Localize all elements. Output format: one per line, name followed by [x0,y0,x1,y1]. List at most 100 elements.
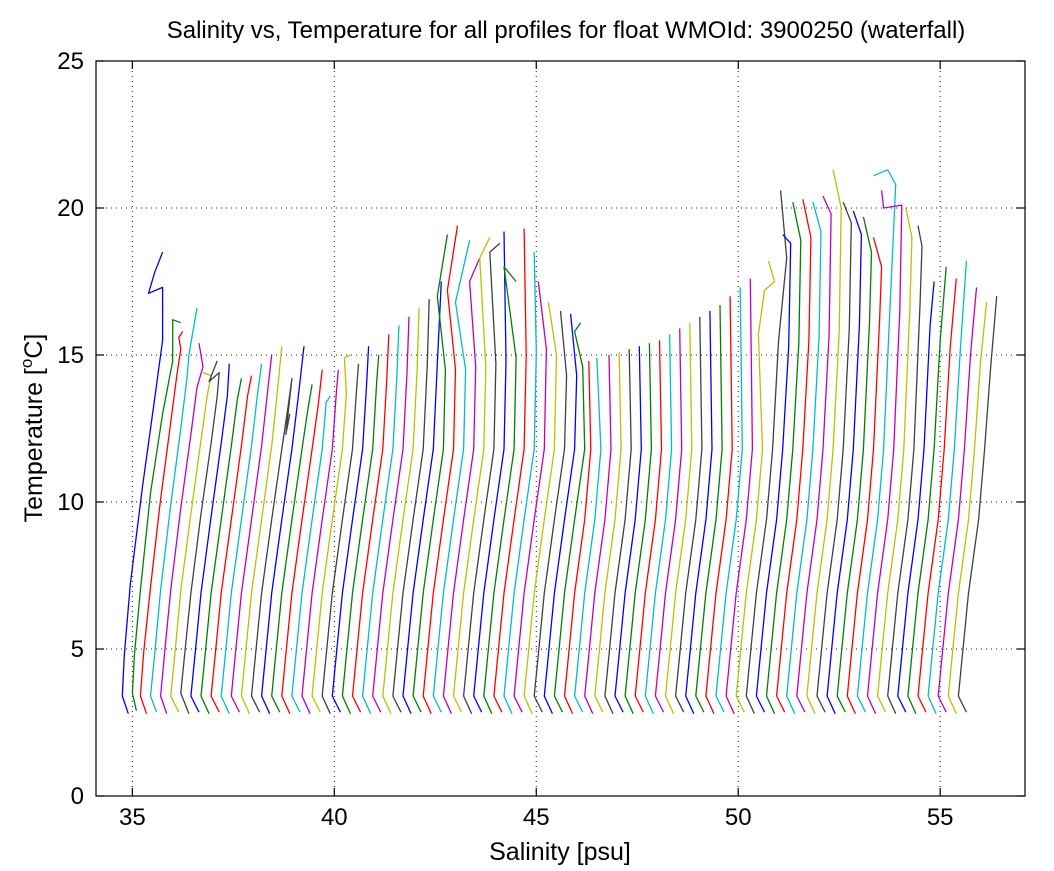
series-group [121,169,998,714]
profile-line-34 [452,237,491,713]
y-tick-label: 5 [71,636,84,663]
profile-line-40 [513,281,548,713]
profile-line-30 [412,234,449,713]
profile-line-83 [947,302,988,714]
profile-line-77 [887,225,923,714]
profile-line-20 [311,354,351,713]
profile-line-13 [240,346,283,714]
profile-line-70 [816,201,852,713]
profile-line-53 [644,334,673,714]
profile-line-10 [210,375,253,713]
profile-line-55 [664,322,693,714]
profile-line-37 [483,266,517,714]
profile-line-3 [139,331,184,714]
x-tick-label: 35 [119,804,146,831]
profile-line-7 [180,360,220,714]
profile-line-71 [826,210,863,714]
profile-line-22 [331,346,370,713]
x-tick-label: 40 [321,804,348,831]
axes [95,60,1026,797]
x-tick-label: 50 [725,804,752,831]
profile-line-76 [876,207,913,713]
y-tick-label: 25 [57,48,84,75]
profile-line-69 [806,169,842,714]
x-tick-label: 55 [927,804,954,831]
profile-line-75 [866,190,903,714]
profile-line-35 [462,242,501,714]
y-tick-label: 15 [57,342,84,369]
profile-line-33 [442,257,481,714]
profile-line-21 [321,363,360,714]
profile-line-27 [382,307,420,714]
profile-line-11 [220,363,263,714]
tick-labels: 35 40 45 50 55 0 5 10 15 20 25 [57,48,953,831]
profile-line-1 [121,251,164,714]
y-axis-label: Temperature [oC] [17,334,48,523]
profile-line-28 [392,299,430,713]
profile-line-29 [402,281,442,714]
y-tick-label: 10 [57,489,84,516]
x-axis-label: Salinity [psu] [489,838,631,866]
profile-line-56 [674,316,703,713]
profile-line-66 [775,199,812,713]
profile-line-63 [745,190,788,714]
profile-line-4 [149,307,198,713]
profile-line-6 [170,371,212,713]
y-axis-label-main: Temperature [ [20,368,48,522]
profile-line-84 [957,296,998,713]
profile-line-67 [786,201,822,714]
profile-line-58 [695,304,723,713]
profile-line-43 [543,313,578,714]
profile-line-64 [755,234,792,713]
profile-line-31 [422,225,459,714]
y-tick-label: 20 [57,195,84,222]
profile-line-15 [260,346,305,714]
profile-line-39 [503,252,537,714]
profile-line-45 [563,360,592,714]
profile-line-81 [927,260,968,714]
profile-line-14 [250,377,293,713]
y-axis-label-sup: o [17,359,36,368]
profile-line-2 [131,319,182,711]
profile-line-82 [937,287,978,713]
profile-line-60 [715,287,743,713]
profile-line-51 [624,343,653,714]
profile-line-23 [341,354,380,714]
profile-line-32 [432,240,471,713]
profile-line-80 [917,278,957,713]
profile-line-47 [584,354,612,714]
profile-line-12 [230,354,273,713]
profile-line-38 [493,228,527,713]
profile-line-61 [725,278,754,714]
profile-line-78 [897,281,935,713]
profile-line-48 [594,352,622,713]
profile-line-42 [533,310,568,713]
profile-line-41 [523,302,558,714]
profile-line-46 [573,357,602,713]
profile-line-8 [190,363,230,713]
profile-line-36 [473,231,507,713]
y-axis-label-end: C] [20,334,48,359]
profile-line-57 [685,310,713,714]
profile-line-44 [553,322,586,713]
plot-frame [95,60,1026,797]
profile-line-25 [361,325,400,714]
profile-line-54 [654,328,683,713]
profile-line-5 [159,343,204,714]
profile-line-74 [856,169,897,713]
profile-line-72 [836,216,873,713]
profile-line-24 [351,334,390,713]
profile-line-50 [614,346,642,713]
profile-line-68 [796,195,832,713]
profile-line-52 [634,340,663,713]
profile-line-16 [271,384,313,713]
x-tick-label: 45 [523,804,550,831]
profile-line-65 [765,201,802,714]
chart-title: Salinity vs, Temperature for all profile… [167,17,966,44]
profile-line-9 [200,378,243,714]
profile-line-62 [735,260,776,713]
profile-line-49 [604,349,632,714]
profile-line-73 [846,237,883,714]
profile-line-59 [705,296,733,714]
